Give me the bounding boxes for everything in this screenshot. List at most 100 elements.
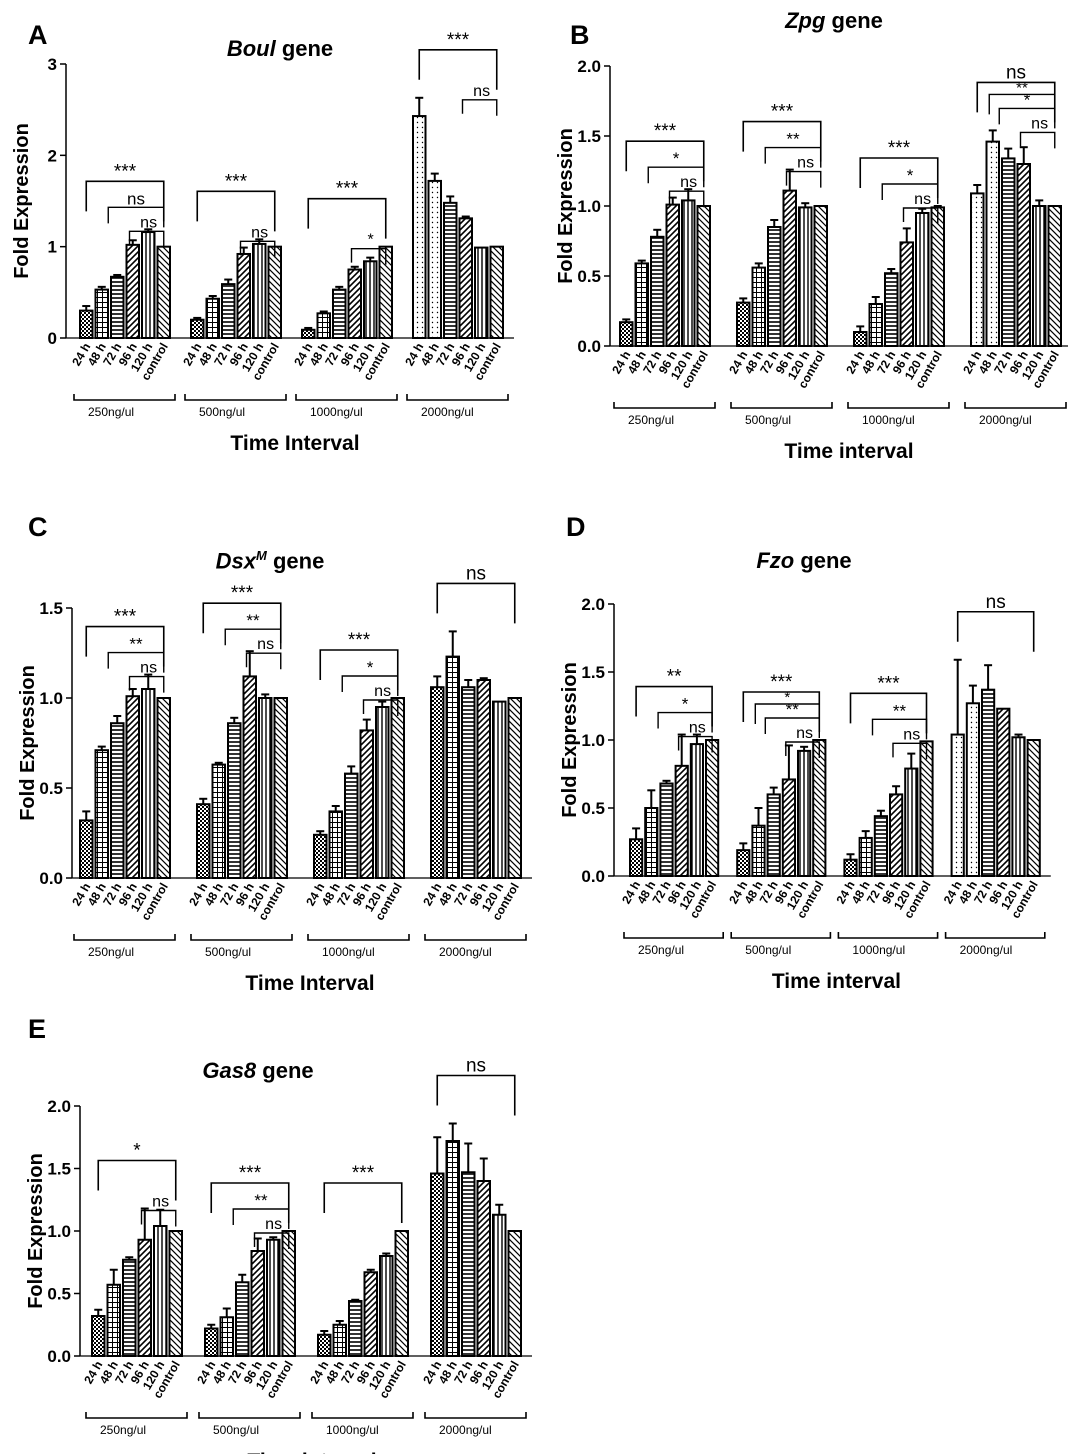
significance-label: ns (127, 189, 145, 208)
gene-name: Boul (226, 36, 276, 61)
group-label: 2000ng/ul (439, 945, 492, 959)
bar (412, 115, 427, 339)
significance-label: *** (447, 30, 470, 51)
significance-label: ns (466, 1056, 486, 1077)
bar (332, 288, 347, 339)
significance-bracket (128, 230, 165, 248)
group-label: 1000ng/ul (310, 405, 363, 419)
bar (634, 262, 649, 347)
significance-bracket (319, 649, 399, 690)
significance-bracket (881, 183, 939, 204)
significance-label: ns (140, 214, 157, 231)
significance-label: ** (1016, 79, 1028, 96)
significance-bracket (210, 1182, 290, 1223)
bar (390, 697, 405, 879)
significance-label: ns (986, 592, 1006, 613)
significance-label: *** (888, 138, 911, 159)
group-label: 500ng/ul (213, 1423, 259, 1437)
significance-label: *** (225, 171, 248, 192)
significance-label: ns (689, 720, 706, 737)
y-tick-label: 1.5 (577, 127, 601, 146)
significance-bracket (785, 741, 820, 758)
bar (915, 212, 930, 347)
bar (344, 772, 359, 880)
bar (782, 189, 797, 347)
significance-bracket (902, 207, 939, 224)
group-label: 250ng/ul (638, 943, 684, 957)
significance-label: *** (348, 630, 371, 651)
bar (507, 1230, 522, 1357)
bar (853, 331, 868, 347)
significance-bracket (1019, 131, 1056, 149)
significance-bracket (253, 1232, 290, 1249)
significance-bracket (764, 717, 820, 738)
significance-bracket (107, 651, 165, 673)
y-tick-label: 2.0 (47, 1097, 71, 1116)
group-label: 2000ng/ul (439, 1423, 492, 1437)
group-bracket (730, 402, 833, 409)
y-axis-label: Fold Expression (11, 123, 33, 279)
title-suffix: gene (825, 8, 883, 33)
bar (674, 764, 689, 877)
bar (899, 241, 914, 347)
bar (267, 245, 282, 340)
group-bracket (847, 402, 950, 409)
bar (328, 810, 343, 879)
bar (258, 697, 273, 879)
group-bracket (198, 1412, 301, 1419)
bar (443, 201, 458, 339)
significance-label: * (673, 149, 680, 168)
bar (379, 1255, 394, 1357)
significance-bracket (436, 1074, 516, 1116)
significance-label: ns (257, 636, 274, 653)
significance-label: ns (680, 174, 697, 191)
bar (476, 679, 491, 879)
bar (1026, 739, 1041, 877)
significance-label: ** (893, 701, 907, 720)
significance-label: *** (231, 583, 254, 604)
group-label: 500ng/ul (205, 945, 251, 959)
y-tick-label: 1.0 (581, 731, 605, 750)
panel-letter: C (28, 512, 48, 542)
bar (168, 1230, 183, 1357)
y-tick-label: 1.5 (47, 1160, 71, 1179)
significance-bracket (976, 81, 1056, 123)
bar (153, 1225, 168, 1357)
significance-bracket (657, 711, 713, 733)
significance-label: *** (771, 102, 794, 123)
significance-label: ns (1031, 115, 1048, 132)
bar (313, 833, 328, 879)
panel-letter: D (566, 512, 586, 542)
group-bracket (184, 394, 287, 401)
panel-d: D Fzo gene 0.0 0.5 1.0 1.5 2.0 Fold Expressio… (534, 500, 1068, 993)
significance-label: * (1024, 90, 1031, 109)
y-tick-label: 2.0 (581, 595, 605, 614)
significance-bracket (224, 628, 282, 650)
significance-bracket (196, 190, 276, 232)
y-tick-label: 0.5 (47, 1285, 71, 1304)
bar (689, 743, 705, 877)
bar (427, 179, 442, 339)
y-tick-label: 1 (48, 238, 57, 257)
significance-label: ns (903, 726, 920, 743)
chart-title: Zpg gene (734, 8, 934, 34)
title-suffix: gene (275, 36, 334, 61)
group-label: 250ng/ul (100, 1423, 146, 1437)
significance-label: ns (140, 660, 157, 677)
y-tick-label: 1.5 (39, 599, 63, 618)
group-label: 1000ng/ul (322, 945, 375, 959)
significance-label: ns (374, 683, 391, 700)
bar (813, 205, 828, 347)
bar (476, 1180, 491, 1357)
group-bracket (424, 934, 527, 941)
bar (301, 328, 316, 339)
bar (950, 733, 965, 877)
bar (394, 1230, 409, 1357)
x-axis-label: Time interval (784, 440, 913, 463)
bar (445, 655, 460, 879)
group-bracket (944, 932, 1046, 939)
bar (125, 695, 140, 879)
bar (797, 749, 812, 878)
